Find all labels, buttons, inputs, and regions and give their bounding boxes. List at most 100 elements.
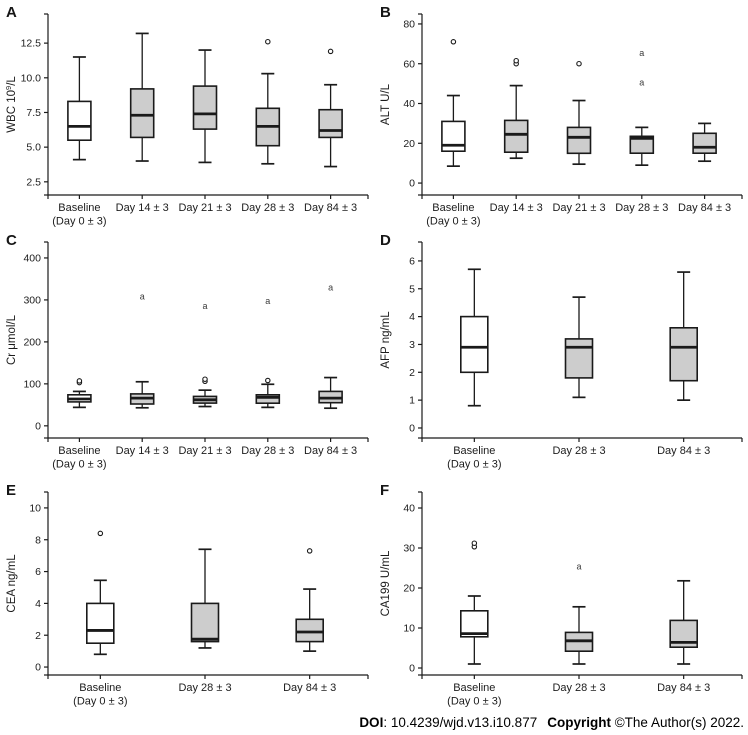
svg-text:Day 28 ± 3: Day 28 ± 3 [615,202,668,214]
panel-label-b: B [380,4,392,21]
svg-text:Day 28 ± 3: Day 28 ± 3 [241,202,294,214]
boxplot-canvas: 0 2 4 6 8 10 CEA ng/mL Baseline (Day 0 ± 3) Day 2… [6,491,369,708]
doi-label: DOI [359,715,384,730]
svg-text:CEA ng/mL: CEA ng/mL [6,554,18,613]
svg-text:Day 84 ± 3: Day 84 ± 3 [657,682,710,694]
svg-text:6: 6 [35,566,41,578]
svg-text:a: a [265,296,270,306]
svg-text:200: 200 [23,336,41,348]
panel-c-cr: C 0 100 200 300 400 Cr μmol/L Baseline (Day 0 ±… [0,228,374,478]
boxplot-wbc: 2.5 5.0 7.5 10.0 12.5 WBC 109/L Baseline (Day 0… [0,0,374,228]
svg-text:2.5: 2.5 [26,176,41,188]
svg-text:5.0: 5.0 [26,142,41,154]
svg-text:(Day 0 ± 3): (Day 0 ± 3) [73,696,127,708]
boxplot-canvas: 0 1 2 3 4 5 6 AFP ng/mL Baseline (Day 0 ± 3) Day 2… [380,241,743,471]
svg-text:8: 8 [35,534,41,546]
panel-label-e: E [6,482,17,499]
svg-text:0: 0 [409,423,415,435]
figure-footer: DOI: 10.4239/wjd.v13.i10.877 Copyright ©T… [359,715,744,730]
doi-value: 10.4239/wjd.v13.i10.877 [390,715,538,730]
boxplot-alt: 0 20 40 60 80 ALT U/L Baseline (Day 0 ± 3) Day 1… [374,0,748,228]
copyright-value: ©The Author(s) 2022. [614,715,744,730]
svg-text:Day 14 ± 3: Day 14 ± 3 [490,202,543,214]
svg-text:Baseline: Baseline [453,445,495,457]
svg-text:Day 28 ± 3: Day 28 ± 3 [552,445,605,457]
panel-label-f: F [380,482,390,499]
svg-text:300: 300 [23,295,41,307]
svg-text:(Day 0 ± 3): (Day 0 ± 3) [52,216,106,228]
svg-text:20: 20 [403,583,415,595]
svg-text:0: 0 [409,663,415,675]
boxplot-afp: 0 1 2 3 4 5 6 AFP ng/mL Baseline (Day 0 ± 3) Day 2… [374,228,748,478]
svg-text:a: a [202,301,207,311]
svg-text:40: 40 [403,98,415,110]
svg-text:1: 1 [409,395,415,407]
svg-text:80: 80 [403,19,415,31]
svg-text:60: 60 [403,58,415,70]
panel-label-a: A [6,4,18,21]
svg-text:Day 84 ± 3: Day 84 ± 3 [678,202,731,214]
svg-text:Cr μmol/L: Cr μmol/L [6,314,18,365]
svg-text:7.5: 7.5 [26,107,41,119]
svg-text:Day 28 ± 3: Day 28 ± 3 [178,682,231,694]
panel-label-c: C [6,232,18,249]
svg-text:3: 3 [409,339,415,351]
svg-text:ALT U/L: ALT U/L [380,83,392,125]
boxplot-canvas: 0 100 200 300 400 Cr μmol/L Baseline (Day 0 ± 3… [6,241,369,471]
svg-text:AFP ng/mL: AFP ng/mL [380,311,392,369]
svg-text:Baseline: Baseline [79,682,121,694]
svg-text:Baseline: Baseline [58,445,100,457]
copyright-label: Copyright [547,715,611,730]
svg-text:0: 0 [35,662,41,674]
svg-text:0: 0 [409,178,415,190]
svg-text:a: a [140,292,145,302]
panel-a-wbc: A 2.5 5.0 7.5 10.0 12.5 WBC 109/L Baseline (Day… [0,0,374,228]
svg-text:10: 10 [403,623,415,635]
svg-text:Day 84 ± 3: Day 84 ± 3 [304,445,357,457]
svg-text:100: 100 [23,378,41,390]
svg-text:Day 84 ± 3: Day 84 ± 3 [304,202,357,214]
svg-text:10: 10 [29,503,41,515]
svg-text:Day 21 ± 3: Day 21 ± 3 [178,445,231,457]
panel-e-cea: E 0 2 4 6 8 10 CEA ng/mL Baseline (Day 0 ± 3) Day… [0,478,374,735]
svg-text:2: 2 [35,630,41,642]
svg-text:Day 21 ± 3: Day 21 ± 3 [178,202,231,214]
boxplot-canvas: 0 10 20 30 40 CA199 U/mL Baseline (Day 0 ± 3) Da… [380,491,743,708]
svg-text:a: a [328,282,333,292]
svg-text:Day 84 ± 3: Day 84 ± 3 [283,682,336,694]
svg-text:Baseline: Baseline [432,202,474,214]
svg-text:4: 4 [35,598,41,610]
svg-text:Day 21 ± 3: Day 21 ± 3 [552,202,605,214]
svg-text:(Day 0 ± 3): (Day 0 ± 3) [447,696,501,708]
svg-text:Day 14 ± 3: Day 14 ± 3 [116,445,169,457]
svg-text:4: 4 [409,311,415,323]
svg-text:a: a [639,78,644,88]
boxplot-cea: 0 2 4 6 8 10 CEA ng/mL Baseline (Day 0 ± 3) Day 2… [0,478,374,735]
svg-text:20: 20 [403,138,415,150]
panel-d-afp: D 0 1 2 3 4 5 6 AFP ng/mL Baseline (Day 0 ± 3) Day… [374,228,748,478]
svg-text:CA199 U/mL: CA199 U/mL [380,550,392,616]
boxplot-canvas: 2.5 5.0 7.5 10.0 12.5 WBC 109/L Baseline (Day 0… [4,13,369,228]
svg-text:(Day 0 ± 3): (Day 0 ± 3) [52,459,106,471]
boxplot-cr: 0 100 200 300 400 Cr μmol/L Baseline (Day 0 ± 3… [0,228,374,478]
svg-text:a: a [639,48,644,58]
boxplot-ca199: 0 10 20 30 40 CA199 U/mL Baseline (Day 0 ± 3) Da… [374,478,748,735]
svg-text:(Day 0 ± 3): (Day 0 ± 3) [447,459,501,471]
svg-text:2: 2 [409,367,415,379]
svg-text:(Day 0 ± 3): (Day 0 ± 3) [426,216,480,228]
svg-text:Baseline: Baseline [453,682,495,694]
svg-text:Day 28 ± 3: Day 28 ± 3 [241,445,294,457]
svg-text:Day 84 ± 3: Day 84 ± 3 [657,445,710,457]
svg-text:6: 6 [409,256,415,268]
boxplot-canvas: 0 20 40 60 80 ALT U/L Baseline (Day 0 ± 3) Day 1… [380,13,743,228]
panel-b-alt: B 0 20 40 60 80 ALT U/L Baseline (Day 0 ± 3) Day… [374,0,748,228]
svg-text:Day 28 ± 3: Day 28 ± 3 [552,682,605,694]
svg-text:400: 400 [23,253,41,265]
svg-text:WBC 109/L: WBC 109/L [4,76,18,133]
panel-label-d: D [380,232,392,249]
svg-text:30: 30 [403,543,415,555]
svg-text:0: 0 [35,420,41,432]
svg-text:5: 5 [409,283,415,295]
svg-text:Baseline: Baseline [58,202,100,214]
